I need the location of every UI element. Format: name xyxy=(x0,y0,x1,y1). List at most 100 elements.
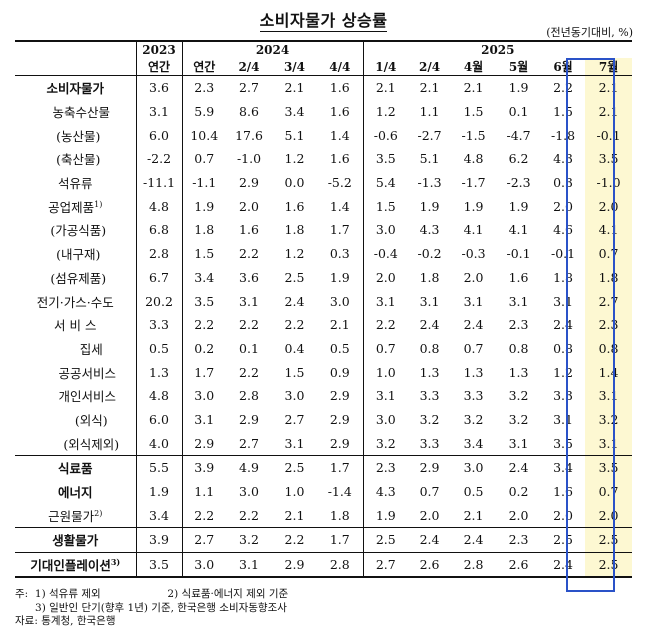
value-cell: -2.7 xyxy=(417,127,442,143)
value-cell: 0.8 xyxy=(553,340,573,356)
value-cell: 2.7 xyxy=(585,289,633,313)
value-cell: 1.9 xyxy=(181,194,226,219)
value-cell: 5.4 xyxy=(362,170,409,195)
value-cell: 2.9 xyxy=(239,411,259,427)
value-cell: 6.7 xyxy=(135,265,182,290)
row-label-text: (내구재) xyxy=(56,247,101,263)
value-cell: 2.4 xyxy=(451,527,497,553)
value-cell: 2.8 xyxy=(239,388,259,404)
value-cell: 0.2 xyxy=(508,484,529,500)
value-cell: 2.7 xyxy=(226,431,272,457)
value-cell: 2.5 xyxy=(362,527,409,553)
value-cell: 3.2 xyxy=(463,411,484,427)
value-cell: 1.6 xyxy=(329,104,350,120)
value-cell: 8.6 xyxy=(239,104,259,120)
value-cell: 1.3 xyxy=(463,364,484,380)
value-cell: -0.2 xyxy=(417,246,442,262)
value-cell: 1.3 xyxy=(135,360,182,384)
value-cell: 2.3 xyxy=(585,312,633,337)
row-label-text: 석유류 xyxy=(57,176,93,192)
value-cell: 1.0 xyxy=(284,484,305,500)
note-1: 1) 석유류 제외 xyxy=(34,588,101,600)
row-label: 농축수산물 xyxy=(15,100,136,124)
value-cell: 2.2 xyxy=(284,317,305,333)
table-row: 개인서비스 4.8 3.0 2.8 3.0 2.9 3.1 3.3 3.3 3.2 3.3 3.1 xyxy=(15,383,633,408)
value-cell: 3.5 xyxy=(541,431,586,457)
value-cell: 2.0 xyxy=(496,503,542,529)
value-cell: 2.8 xyxy=(451,552,497,579)
value-cell: -1.0 xyxy=(236,151,262,167)
value-cell: 3.0 xyxy=(362,407,409,432)
value-cell: 3.1 xyxy=(553,411,573,427)
value-cell: 0.5 xyxy=(329,340,350,356)
value-cell: 2.2 xyxy=(239,317,259,333)
value-cell: 1.5 xyxy=(362,194,409,219)
row-label: 에너지 xyxy=(15,480,136,504)
value-cell: 4.1 xyxy=(585,218,633,242)
value-cell: 3.0 xyxy=(463,460,484,476)
value-cell: 2.5 xyxy=(541,527,586,553)
value-cell: 3.5 xyxy=(362,147,409,171)
row-label: 석유류 xyxy=(15,171,136,195)
value-cell: -11.1 xyxy=(135,170,182,195)
value-cell: 2.0 xyxy=(463,269,484,285)
value-cell: 1.0 xyxy=(362,360,409,384)
value-cell: 2.7 xyxy=(181,527,226,553)
value-cell: -0.1 xyxy=(550,246,576,262)
value-cell: 1.7 xyxy=(329,222,350,238)
value-cell: 3.2 xyxy=(508,411,529,427)
value-cell: 2.1 xyxy=(419,80,440,96)
value-cell: 3.0 xyxy=(181,383,226,408)
value-cell: 0.7 xyxy=(181,147,226,171)
value-cell: 1.4 xyxy=(585,360,633,384)
value-cell: 2.0 xyxy=(408,503,452,529)
row-label-text: (섬유제품) xyxy=(50,270,107,286)
value-cell: 3.0 xyxy=(239,484,259,500)
value-cell: 1.6 xyxy=(329,80,350,96)
period-header: 4/4 xyxy=(317,58,364,76)
table-row: (외식제외) 4.0 2.9 2.7 3.1 2.9 3.2 3.3 3.4 3.1 3.5 3.1 xyxy=(15,431,633,457)
period-header: 1/4 xyxy=(362,58,409,76)
row-label-text: 기대인플레이션 xyxy=(30,558,111,574)
value-cell: -0.4 xyxy=(362,241,409,266)
row-label: (내구재) xyxy=(15,242,136,266)
period-header: 4월 xyxy=(451,58,497,76)
value-cell: 5.5 xyxy=(135,455,182,480)
value-cell: 5.1 xyxy=(419,151,440,167)
value-cell: 3.4 xyxy=(181,265,226,290)
value-cell: 2.9 xyxy=(272,552,317,579)
value-cell: 1.7 xyxy=(181,360,226,384)
value-cell: 1.9 xyxy=(508,198,529,214)
value-cell: -1.0 xyxy=(585,170,633,195)
value-cell: 3.1 xyxy=(463,293,484,309)
value-cell: 2.9 xyxy=(329,388,350,404)
value-cell: 3.4 xyxy=(553,460,573,476)
value-cell: 2.2 xyxy=(239,364,259,380)
value-cell: 1.5 xyxy=(181,241,226,266)
row-label-text: 농축수산물 xyxy=(52,105,110,121)
value-cell: 2.5 xyxy=(585,527,633,553)
value-cell: 4.8 xyxy=(135,383,182,408)
value-cell: 0.1 xyxy=(508,104,529,120)
value-cell: 2.4 xyxy=(508,460,529,476)
value-cell: 0.7 xyxy=(419,484,440,500)
value-cell: 0.7 xyxy=(585,241,633,266)
footnote-marker: 3) xyxy=(110,556,121,567)
value-cell: 2.3 xyxy=(362,455,409,480)
row-label-text: 에너지 xyxy=(57,485,93,501)
table-row: 근원물가2) 3.4 2.2 2.2 2.1 1.8 1.9 2.0 2.1 2.0 2.0 2.0 xyxy=(15,503,633,529)
row-label-text: (외식) xyxy=(74,412,108,428)
table-row: 기대인플레이션3) 3.5 3.0 3.1 2.9 2.8 2.7 2.6 2.8 2.6 2.4 2… xyxy=(15,552,633,579)
row-label-text: 공공서비스 xyxy=(58,365,116,381)
value-cell: 4.0 xyxy=(135,431,182,457)
value-cell: 0.0 xyxy=(284,175,305,191)
note-2: 2) 식료품·에너지 제외 기준 xyxy=(167,588,289,600)
value-cell: 0.8 xyxy=(508,340,529,356)
value-cell: 3.9 xyxy=(181,455,226,480)
row-label: 기대인플레이션3) xyxy=(15,552,136,579)
row-label-text: (축산물) xyxy=(56,152,101,168)
table-row: 집세 0.5 0.2 0.1 0.4 0.5 0.7 0.8 0.7 0.8 0.8 0.8 xyxy=(15,336,633,361)
value-cell: 0.5 xyxy=(135,336,182,361)
value-cell: 2.9 xyxy=(181,431,226,457)
value-cell: 2.9 xyxy=(419,460,440,476)
